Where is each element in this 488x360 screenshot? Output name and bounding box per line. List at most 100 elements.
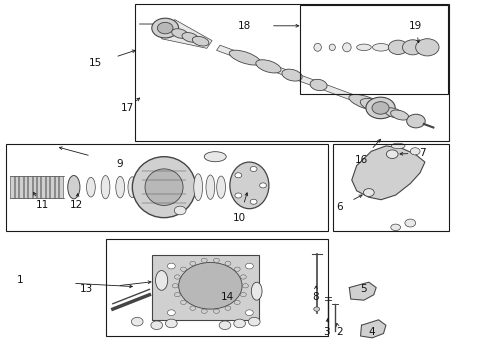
Circle shape (178, 262, 242, 309)
Circle shape (313, 307, 319, 311)
Text: 15: 15 (89, 58, 102, 68)
Circle shape (180, 267, 186, 271)
Ellipse shape (356, 44, 370, 50)
Ellipse shape (157, 22, 173, 34)
Text: 5: 5 (360, 284, 366, 294)
Ellipse shape (415, 39, 438, 56)
Bar (15, 176, 18, 198)
Circle shape (213, 258, 219, 262)
Bar (10, 176, 14, 198)
Ellipse shape (404, 219, 415, 227)
Ellipse shape (390, 143, 404, 149)
Text: 13: 13 (79, 284, 92, 294)
Text: 18: 18 (237, 21, 251, 31)
Circle shape (174, 292, 180, 297)
Ellipse shape (390, 110, 408, 120)
Text: 16: 16 (354, 155, 367, 165)
Ellipse shape (205, 175, 214, 199)
Bar (135, 4, 448, 140)
Ellipse shape (402, 40, 422, 55)
Ellipse shape (192, 36, 208, 46)
Ellipse shape (372, 44, 389, 51)
Bar (59, 176, 62, 198)
Bar (37, 176, 41, 198)
Text: 19: 19 (407, 21, 421, 31)
Circle shape (201, 309, 207, 313)
Circle shape (174, 206, 185, 215)
Ellipse shape (282, 69, 302, 81)
Ellipse shape (229, 50, 260, 65)
Circle shape (363, 189, 373, 197)
Ellipse shape (116, 176, 124, 198)
Ellipse shape (128, 177, 137, 198)
Ellipse shape (371, 102, 388, 114)
Ellipse shape (342, 43, 350, 52)
Ellipse shape (204, 152, 226, 162)
Ellipse shape (384, 108, 402, 118)
Text: 7: 7 (418, 148, 425, 158)
Bar (46, 176, 49, 198)
Circle shape (167, 310, 175, 316)
Ellipse shape (171, 29, 188, 39)
Ellipse shape (101, 176, 110, 199)
Text: 8: 8 (311, 292, 318, 302)
Polygon shape (216, 45, 358, 102)
Circle shape (386, 150, 397, 158)
Ellipse shape (86, 177, 95, 197)
Text: 4: 4 (367, 327, 374, 337)
Ellipse shape (193, 174, 202, 201)
Text: 11: 11 (36, 200, 49, 210)
Bar (24, 176, 27, 198)
Ellipse shape (309, 79, 326, 91)
Text: 10: 10 (233, 213, 245, 222)
Circle shape (248, 318, 260, 326)
Bar (41, 176, 45, 198)
Circle shape (234, 267, 240, 271)
Circle shape (213, 309, 219, 313)
Circle shape (189, 306, 195, 310)
Ellipse shape (251, 282, 262, 300)
Circle shape (167, 263, 175, 269)
Circle shape (165, 319, 177, 328)
Ellipse shape (229, 162, 268, 209)
Text: 14: 14 (221, 292, 234, 302)
Bar (299, 5, 447, 94)
Circle shape (240, 292, 246, 297)
Circle shape (250, 166, 257, 171)
Ellipse shape (145, 169, 183, 206)
Ellipse shape (216, 176, 225, 198)
Polygon shape (351, 146, 424, 200)
Circle shape (250, 199, 257, 204)
Bar (50, 176, 54, 198)
Text: 9: 9 (117, 159, 123, 169)
Ellipse shape (360, 98, 388, 113)
Bar (19, 176, 22, 198)
Text: 1: 1 (17, 275, 23, 285)
Bar (5, 144, 328, 231)
Ellipse shape (155, 271, 167, 290)
Ellipse shape (132, 157, 195, 218)
Bar (28, 176, 32, 198)
Ellipse shape (255, 60, 281, 73)
Text: 6: 6 (336, 202, 342, 212)
Bar (332, 144, 448, 231)
Ellipse shape (406, 114, 425, 128)
Circle shape (234, 193, 241, 198)
Text: 2: 2 (336, 327, 342, 337)
Circle shape (189, 261, 195, 266)
Circle shape (151, 321, 162, 329)
Circle shape (201, 258, 207, 262)
Circle shape (245, 263, 253, 269)
Circle shape (245, 310, 253, 316)
Circle shape (259, 183, 266, 188)
Circle shape (174, 275, 180, 279)
Circle shape (234, 300, 240, 305)
Ellipse shape (390, 224, 400, 230)
Text: 12: 12 (69, 200, 83, 210)
Bar (105, 239, 328, 336)
Bar (152, 255, 259, 320)
Circle shape (172, 284, 178, 288)
Circle shape (240, 275, 246, 279)
Polygon shape (348, 282, 375, 300)
Circle shape (131, 318, 143, 326)
